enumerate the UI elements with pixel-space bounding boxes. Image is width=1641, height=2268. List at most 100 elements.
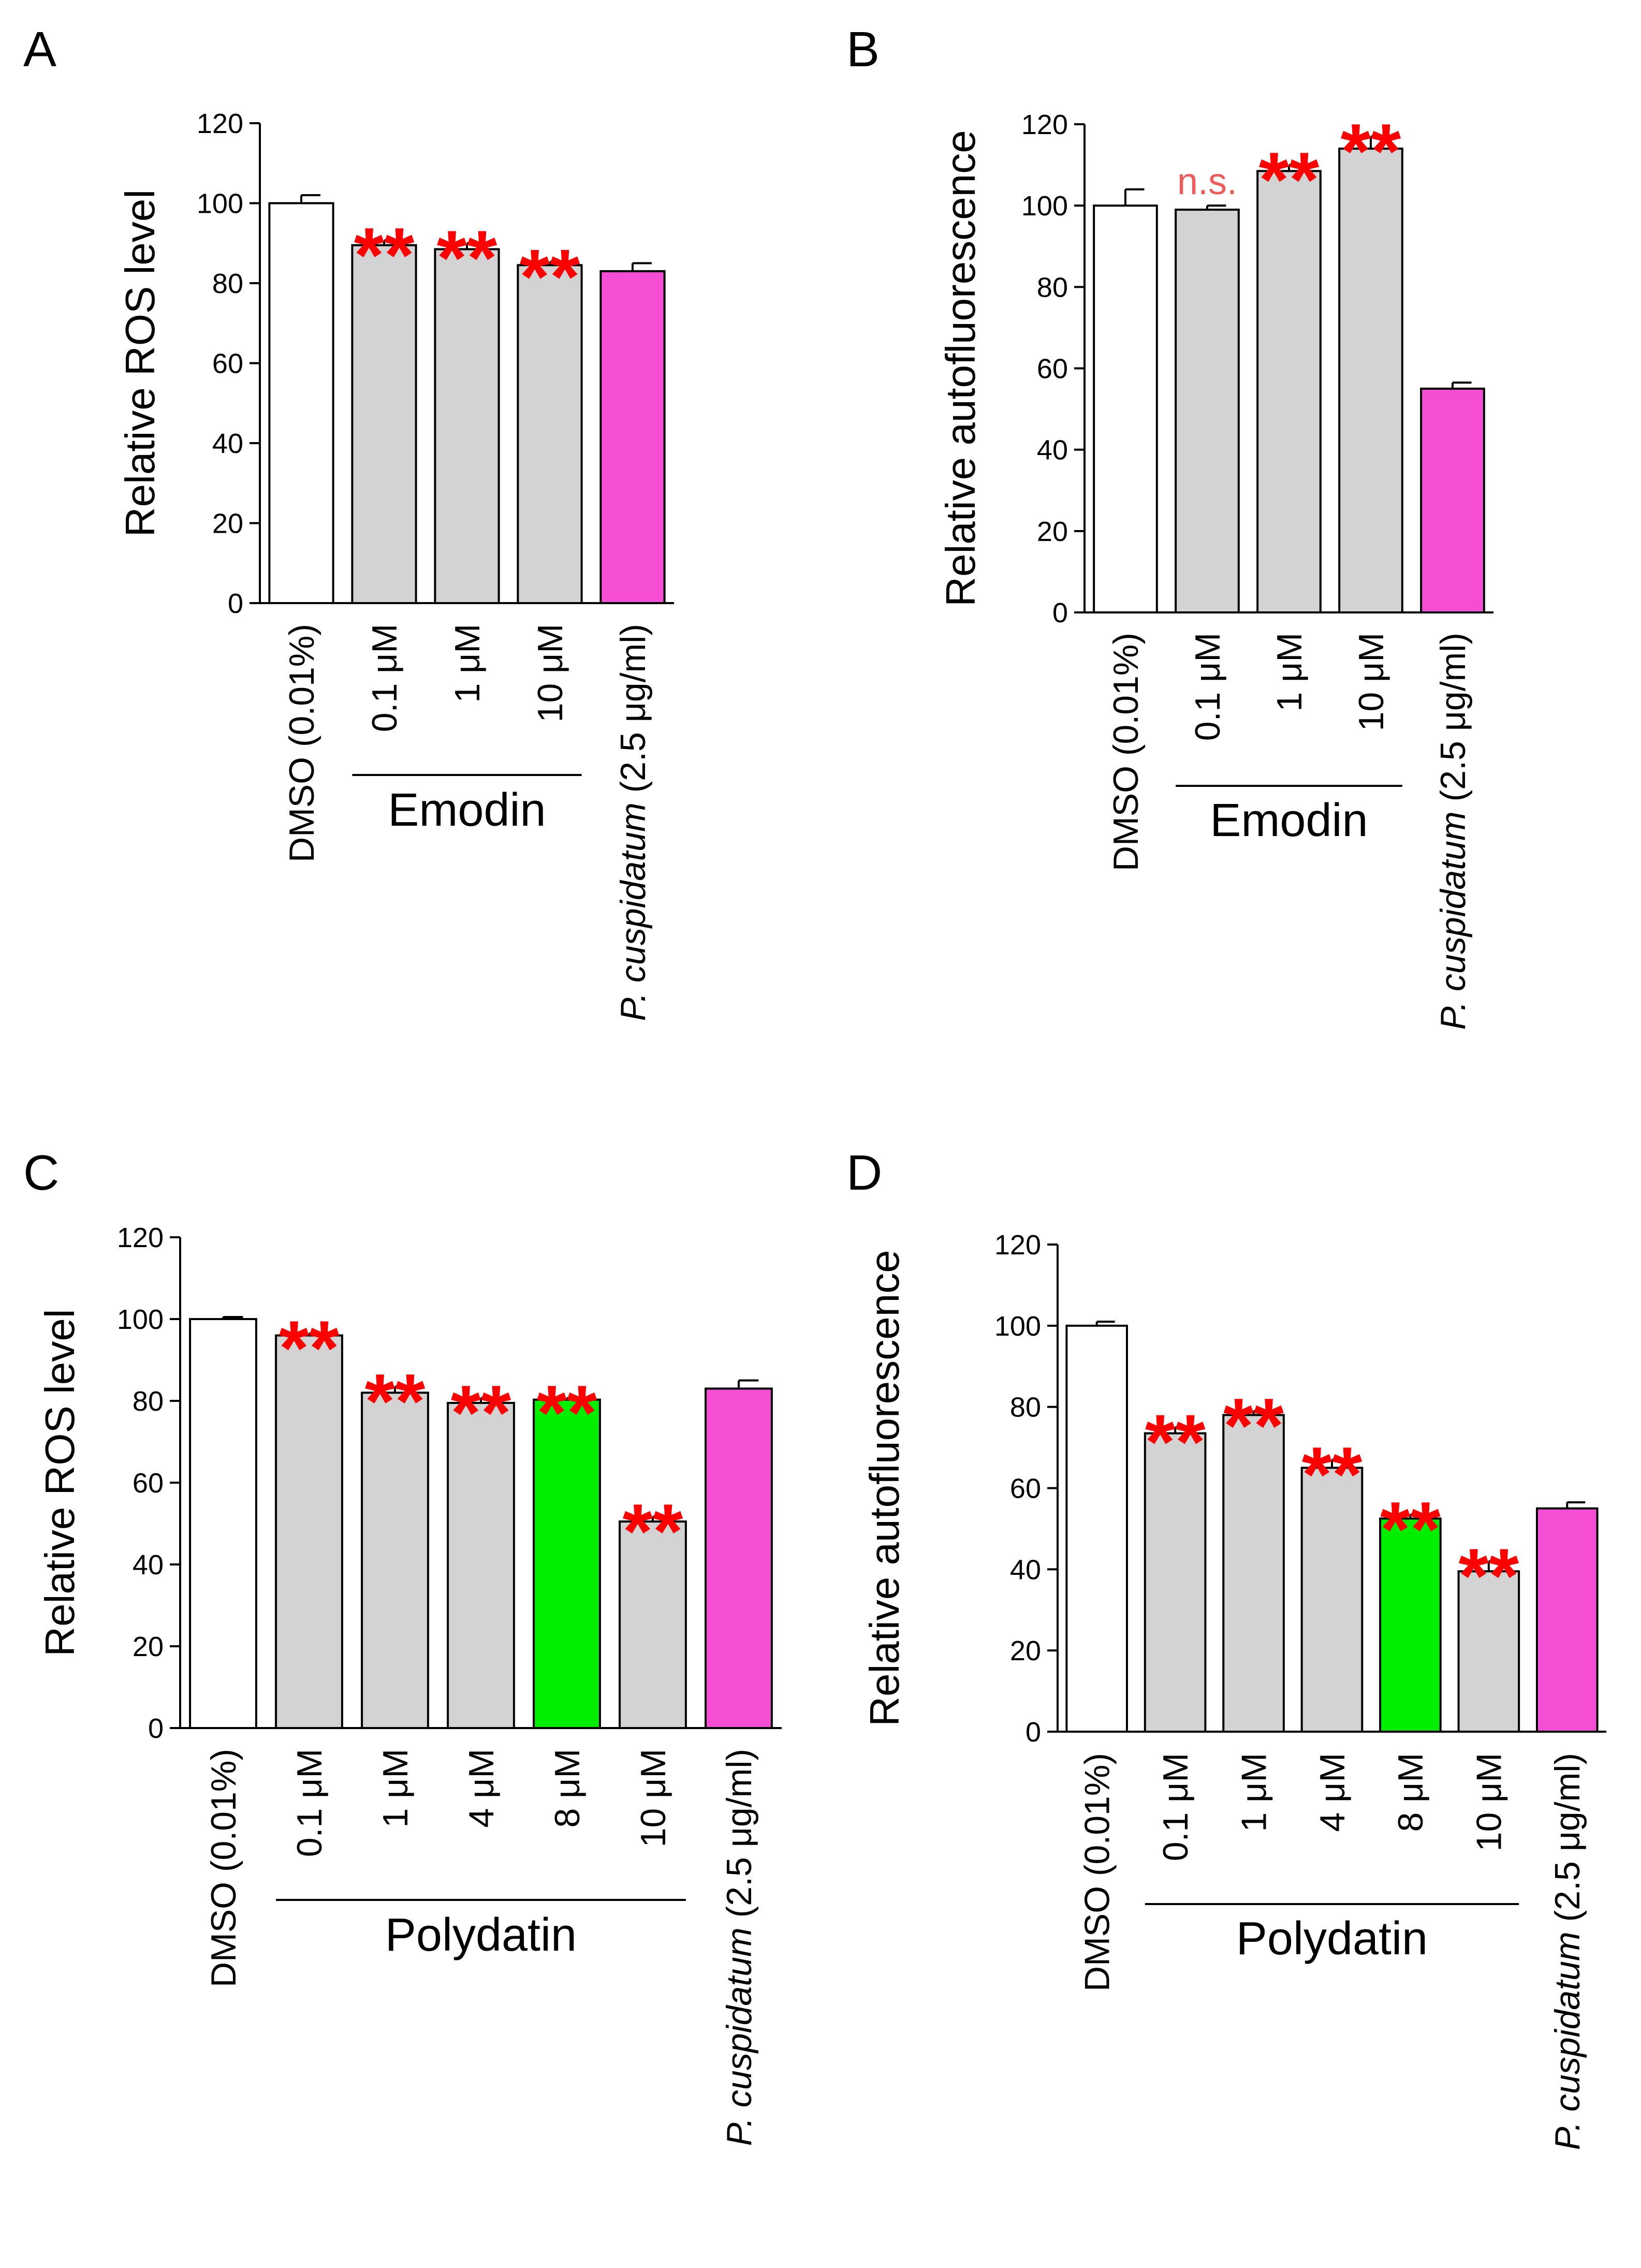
bar (434, 248, 500, 604)
panel-label: D (846, 1145, 882, 1201)
y-tick-label: 40 (1037, 435, 1068, 466)
category-label: 1 μM (1234, 1753, 1273, 1832)
y-axis-label: Relative ROS level (37, 1309, 83, 1656)
category-label: 8 μM (548, 1749, 587, 1828)
category-label: 1 μM (376, 1749, 415, 1828)
y-tick-label: 80 (133, 1386, 164, 1417)
y-tick-label: 120 (117, 1222, 164, 1253)
bar (1379, 1517, 1442, 1733)
y-tick-label: 100 (197, 188, 243, 220)
bar (268, 202, 334, 604)
reference-label: P. cuspidatum (2.5 μg/ml) (1433, 633, 1473, 1030)
panel-label: B (846, 22, 880, 77)
y-tick-label: 60 (212, 348, 243, 379)
significance-mark: ** (623, 1488, 683, 1575)
significance-mark: ** (279, 1305, 340, 1392)
group-label: Polydatin (1236, 1913, 1428, 1965)
significance-mark: ** (437, 214, 497, 301)
y-tick-label: 60 (1010, 1473, 1041, 1504)
bar (517, 264, 583, 604)
chart-panel-d: D 0 20 40 60 80 100 120 Relative autofluorescenc… (846, 1145, 1606, 2150)
y-tick-label: 0 (1052, 597, 1068, 628)
bar (275, 1334, 343, 1730)
panel-label: A (23, 22, 56, 77)
category-label: 1 μM (448, 624, 487, 703)
category-label: 0.1 μM (290, 1749, 329, 1857)
chart-panel-b: B 0 20 40 60 80 100 120 Relative autofluorescenc… (846, 22, 1493, 1030)
y-axis-label: Relative autofluorescence (861, 1250, 907, 1726)
significance-mark: ** (1341, 108, 1401, 195)
significance-mark: ** (354, 211, 415, 298)
bar (1420, 387, 1485, 614)
reference-label: P. cuspidatum (2.5 μg/ml) (613, 624, 653, 1021)
y-tick-label: 0 (228, 588, 243, 619)
y-tick-label: 60 (1037, 354, 1068, 385)
y-tick-label: 40 (133, 1549, 164, 1581)
panel-label: C (23, 1145, 59, 1201)
category-label: 4 μM (1313, 1753, 1352, 1832)
group-label: Polydatin (385, 1909, 577, 1961)
significance-mark: ** (1145, 1398, 1206, 1485)
category-label: 10 μM (1470, 1753, 1509, 1851)
category-label: DMSO (0.01%) (282, 624, 321, 862)
significance-mark: ** (1458, 1532, 1519, 1619)
category-label: 4 μM (462, 1749, 501, 1828)
bar (351, 244, 417, 604)
category-label: 10 μM (1352, 633, 1391, 731)
significance-mark: ** (451, 1369, 511, 1456)
significance-mark: ** (1259, 136, 1320, 223)
category-label: 0.1 μM (1156, 1753, 1195, 1861)
chart-panel-a: A 0 20 40 60 80 100 120 Relative ROS level ** ** **… (23, 22, 674, 1021)
y-tick-label: 100 (994, 1311, 1041, 1342)
bar (599, 270, 666, 604)
y-tick-label: 120 (994, 1230, 1041, 1261)
y-tick-label: 100 (117, 1304, 164, 1335)
chart-panel-c: C 0 20 40 60 80 100 120 Relative ROS level ** ** **… (23, 1145, 782, 2146)
reference-label: P. cuspidatum (2.5 μg/ml) (1548, 1753, 1587, 2150)
y-tick-label: 20 (1037, 516, 1068, 547)
y-tick-label: 20 (1010, 1635, 1041, 1666)
category-label: DMSO (0.01%) (1106, 633, 1146, 871)
category-label: 10 μM (634, 1749, 673, 1847)
y-tick-label: 0 (1025, 1717, 1041, 1748)
category-label: 0.1 μM (365, 624, 404, 732)
category-label: 10 μM (531, 624, 570, 722)
y-axis-label: Relative autofluorescence (937, 130, 984, 607)
category-label: 0.1 μM (1188, 633, 1227, 741)
y-tick-label: 40 (212, 428, 243, 459)
significance-mark: ** (537, 1369, 597, 1456)
y-tick-label: 20 (212, 508, 243, 539)
y-tick-label: 120 (1021, 109, 1068, 140)
bar (1535, 1507, 1599, 1733)
bar (1175, 209, 1240, 613)
category-label: 1 μM (1270, 633, 1309, 712)
y-tick-label: 20 (133, 1631, 164, 1662)
bar (1093, 204, 1158, 613)
significance-mark: ** (1223, 1382, 1284, 1469)
significance-mark: ** (520, 233, 580, 320)
y-tick-label: 80 (1010, 1392, 1041, 1423)
y-tick-label: 100 (1021, 191, 1068, 222)
y-tick-label: 40 (1010, 1554, 1041, 1585)
bar (189, 1318, 257, 1729)
group-label: Emodin (1210, 795, 1368, 846)
bar (361, 1392, 429, 1729)
significance-mark: ** (365, 1357, 426, 1444)
category-label: 8 μM (1391, 1753, 1430, 1832)
bar (533, 1398, 601, 1729)
bar (1065, 1324, 1129, 1733)
bar (1144, 1432, 1207, 1733)
bar (705, 1387, 773, 1730)
y-tick-label: 60 (133, 1468, 164, 1499)
bar (1256, 170, 1322, 613)
bar (447, 1401, 515, 1729)
category-label: DMSO (0.01%) (204, 1749, 243, 1987)
y-tick-label: 0 (148, 1713, 164, 1744)
bar (1300, 1467, 1364, 1733)
significance-mark: ** (1380, 1485, 1441, 1572)
significance-mark: n.s. (1177, 161, 1237, 202)
bar (1338, 148, 1403, 613)
y-tick-label: 120 (197, 108, 243, 139)
bar (619, 1520, 687, 1730)
